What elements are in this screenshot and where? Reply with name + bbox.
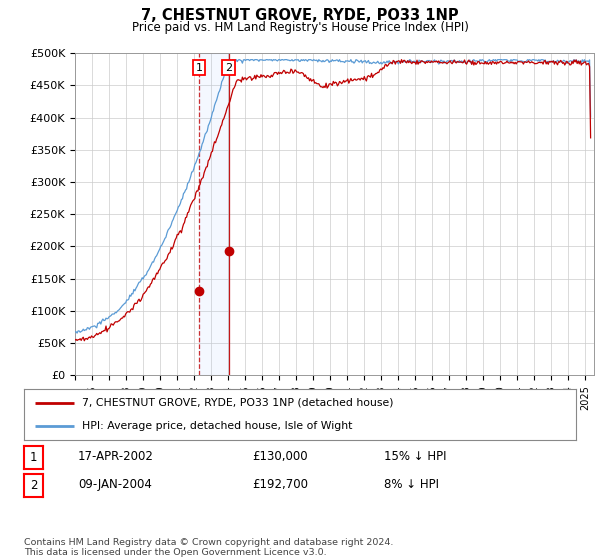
Text: 2: 2 [225,63,232,73]
Text: Price paid vs. HM Land Registry's House Price Index (HPI): Price paid vs. HM Land Registry's House … [131,21,469,34]
Text: 1: 1 [196,63,203,73]
Text: 7, CHESTNUT GROVE, RYDE, PO33 1NP: 7, CHESTNUT GROVE, RYDE, PO33 1NP [141,8,459,24]
Text: 15% ↓ HPI: 15% ↓ HPI [384,450,446,463]
Text: £192,700: £192,700 [252,478,308,491]
Text: 09-JAN-2004: 09-JAN-2004 [78,478,152,491]
Text: 1: 1 [30,451,37,464]
Text: £130,000: £130,000 [252,450,308,463]
Text: 7, CHESTNUT GROVE, RYDE, PO33 1NP (detached house): 7, CHESTNUT GROVE, RYDE, PO33 1NP (detac… [82,398,394,408]
Text: Contains HM Land Registry data © Crown copyright and database right 2024.
This d: Contains HM Land Registry data © Crown c… [24,538,394,557]
Text: 2: 2 [30,479,37,492]
Text: 8% ↓ HPI: 8% ↓ HPI [384,478,439,491]
Text: 17-APR-2002: 17-APR-2002 [78,450,154,463]
Bar [199,53,229,375]
Text: HPI: Average price, detached house, Isle of Wight: HPI: Average price, detached house, Isle… [82,421,352,431]
